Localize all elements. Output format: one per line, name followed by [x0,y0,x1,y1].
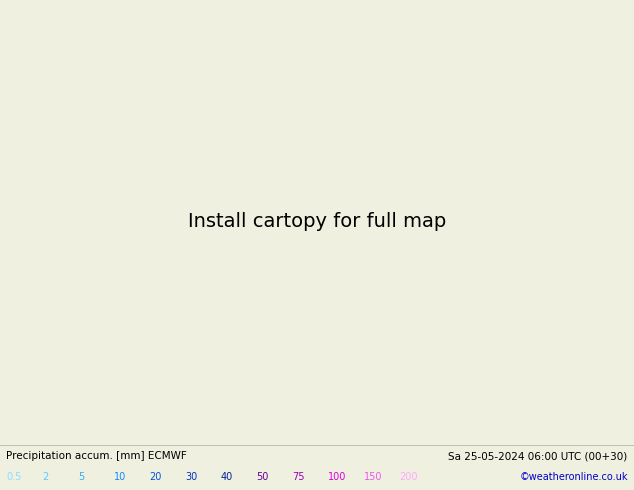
Text: 100: 100 [328,472,346,482]
Text: 200: 200 [399,472,418,482]
Text: 0.5: 0.5 [6,472,22,482]
Text: 75: 75 [292,472,305,482]
Text: 30: 30 [185,472,197,482]
Text: 5: 5 [78,472,84,482]
Text: ©weatheronline.co.uk: ©weatheronline.co.uk [519,472,628,482]
Text: 2: 2 [42,472,48,482]
Text: 10: 10 [113,472,126,482]
Text: 150: 150 [364,472,382,482]
Text: Sa 25-05-2024 06:00 UTC (00+30): Sa 25-05-2024 06:00 UTC (00+30) [448,451,628,462]
Text: 20: 20 [149,472,162,482]
Text: 40: 40 [221,472,233,482]
Text: 50: 50 [257,472,269,482]
Text: Precipitation accum. [mm] ECMWF: Precipitation accum. [mm] ECMWF [6,451,187,462]
Text: Install cartopy for full map: Install cartopy for full map [188,212,446,231]
